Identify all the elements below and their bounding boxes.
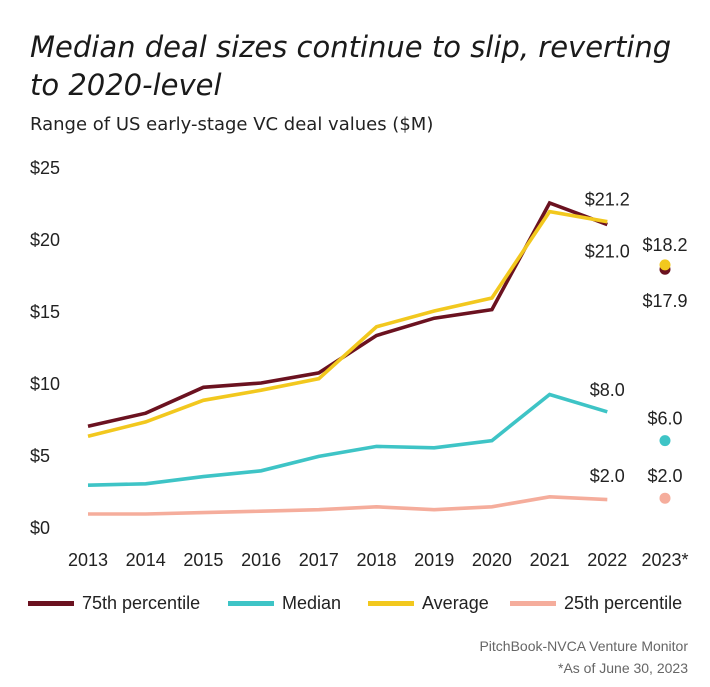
data-point-median-2023 bbox=[659, 435, 671, 447]
series-points bbox=[659, 259, 671, 504]
legend-item-75th-percentile: 75th percentile bbox=[28, 590, 200, 616]
x-tick-label: 2016 bbox=[241, 550, 281, 570]
data-label: $2.0 bbox=[590, 466, 625, 486]
y-tick-label: $15 bbox=[30, 302, 60, 322]
y-tick-label: $0 bbox=[30, 518, 50, 538]
legend-swatch-25th-percentile bbox=[510, 600, 556, 606]
x-tick-label: 2019 bbox=[414, 550, 454, 570]
data-point-average-2023 bbox=[659, 259, 671, 271]
data-labels: $21.2 $21.0 $18.2 $17.9 $8.0 $6.0 $2.0 $2.0 bbox=[585, 190, 688, 486]
x-axis: 2013 2014 2015 2016 2017 2018 2019 2020 2021 2022… bbox=[68, 550, 689, 570]
legend-swatch-median bbox=[228, 600, 274, 606]
series-line-25th-percentile bbox=[88, 494, 608, 516]
legend: 75th percentile Median Average 25th perc… bbox=[28, 590, 698, 616]
line-chart: $0$5$10$15$20$25 2013 2014 2015 2016 2017 201… bbox=[30, 158, 689, 570]
source-credit: PitchBook-NVCA Venture Monitor bbox=[479, 638, 688, 654]
series-line-75th-percentile bbox=[87, 200, 608, 428]
footnote: *As of June 30, 2023 bbox=[558, 660, 688, 676]
chart-title: Median deal sizes continue to slip, reve… bbox=[30, 30, 672, 102]
data-label: $18.2 bbox=[642, 235, 687, 255]
chart-subtitle: Range of US early-stage VC deal values (… bbox=[30, 114, 434, 135]
data-label: $6.0 bbox=[647, 409, 682, 429]
x-tick-label: 2017 bbox=[299, 550, 339, 570]
legend-label-25th-percentile: 25th percentile bbox=[564, 592, 683, 613]
data-label: $2.0 bbox=[647, 466, 682, 486]
series-line-median bbox=[87, 392, 608, 487]
legend-swatch-average bbox=[368, 600, 414, 606]
x-tick-label: 2018 bbox=[356, 550, 396, 570]
x-tick-label: 2014 bbox=[126, 550, 166, 570]
legend-item-25th-percentile: 25th percentile bbox=[510, 590, 682, 616]
y-tick-label: $25 bbox=[30, 158, 60, 178]
legend-label-75th-percentile: 75th percentile bbox=[82, 592, 201, 613]
series-lines bbox=[87, 200, 608, 516]
series-line-average bbox=[87, 209, 608, 439]
y-tick-label: $5 bbox=[30, 446, 50, 466]
legend-item-median: Median bbox=[228, 590, 341, 616]
data-point-25th-percentile-2023 bbox=[659, 492, 671, 504]
x-tick-label: 2013 bbox=[68, 550, 108, 570]
legend-item-average: Average bbox=[368, 590, 489, 616]
y-tick-label: $10 bbox=[30, 374, 60, 394]
data-label: $21.0 bbox=[585, 242, 630, 262]
legend-label-average: Average bbox=[422, 592, 489, 613]
x-tick-label: 2023* bbox=[641, 550, 688, 570]
legend-label-median: Median bbox=[282, 592, 342, 613]
x-tick-label: 2020 bbox=[472, 550, 512, 570]
data-label: $21.2 bbox=[585, 190, 630, 210]
x-tick-label: 2022 bbox=[587, 550, 627, 570]
x-tick-label: 2021 bbox=[530, 550, 570, 570]
y-axis: $0 $5 $10 $15 $20 $25 bbox=[30, 158, 60, 538]
legend-swatch-75th-percentile bbox=[28, 600, 74, 606]
x-tick-label: 2015 bbox=[183, 550, 223, 570]
data-label: $17.9 bbox=[642, 291, 687, 311]
data-label: $8.0 bbox=[590, 380, 625, 400]
y-tick-label: $20 bbox=[30, 230, 60, 250]
